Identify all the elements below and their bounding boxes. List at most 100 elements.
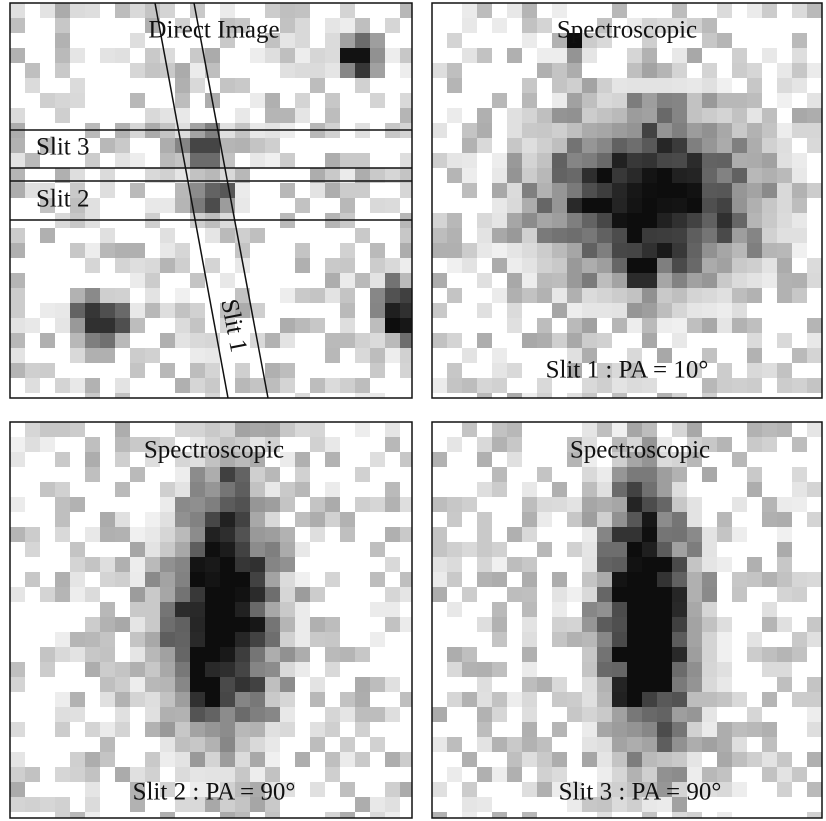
image-pixel (190, 303, 205, 318)
image-pixel (762, 752, 777, 767)
image-pixel (175, 677, 190, 692)
image-pixel (400, 752, 412, 767)
image-pixel (657, 123, 672, 138)
image-pixel (807, 123, 822, 138)
image-pixel (537, 677, 552, 692)
image-pixel (250, 422, 265, 437)
image-pixel (385, 617, 400, 632)
image-pixel (477, 707, 492, 722)
image-pixel (717, 33, 732, 48)
image-pixel (582, 692, 597, 707)
image-pixel (220, 647, 235, 662)
image-pixel (582, 722, 597, 737)
image-pixel (507, 288, 522, 303)
image-pixel (370, 33, 385, 48)
image-pixel (40, 587, 55, 602)
image-pixel (702, 153, 717, 168)
image-pixel (777, 617, 792, 632)
image-pixel (400, 587, 412, 602)
image-pixel (747, 752, 762, 767)
image-pixel (627, 722, 642, 737)
image-pixel (10, 587, 25, 602)
image-pixel (732, 497, 747, 512)
image-pixel (747, 213, 762, 228)
image-pixel (807, 93, 822, 108)
image-pixel (175, 467, 190, 482)
image-pixel (432, 527, 447, 542)
image-pixel (175, 737, 190, 752)
image-pixel (567, 123, 582, 138)
image-pixel (400, 617, 412, 632)
image-pixel (477, 303, 492, 318)
image-pixel (777, 752, 792, 767)
image-pixel (205, 632, 220, 647)
image-pixel (777, 243, 792, 258)
image-pixel (612, 138, 627, 153)
image-pixel (552, 587, 567, 602)
image-pixel (100, 138, 115, 153)
image-pixel (732, 527, 747, 542)
image-pixel (657, 692, 672, 707)
image-pixel (55, 48, 70, 63)
image-pixel (40, 422, 55, 437)
image-pixel (235, 617, 250, 632)
image-pixel (777, 228, 792, 243)
image-pixel (400, 497, 412, 512)
image-pixel (492, 692, 507, 707)
image-pixel (717, 512, 732, 527)
image-pixel (492, 737, 507, 752)
image-pixel (792, 587, 807, 602)
image-pixel (100, 512, 115, 527)
image-pixel (792, 482, 807, 497)
image-pixel (522, 198, 537, 213)
image-pixel (792, 123, 807, 138)
image-pixel (582, 108, 597, 123)
image-pixel (295, 467, 310, 482)
image-pixel (385, 782, 400, 797)
image-pixel (807, 333, 822, 348)
image-pixel (325, 812, 340, 818)
image-pixel (160, 243, 175, 258)
image-pixel (477, 138, 492, 153)
image-pixel (295, 512, 310, 527)
image-pixel (462, 422, 477, 437)
image-pixel (145, 632, 160, 647)
image-pixel (552, 572, 567, 587)
image-pixel (265, 692, 280, 707)
image-pixel (10, 797, 25, 812)
image-pixel (250, 512, 265, 527)
image-pixel (477, 767, 492, 782)
image-pixel (582, 482, 597, 497)
image-pixel (432, 782, 447, 797)
image-pixel (85, 752, 100, 767)
image-pixel (732, 378, 747, 393)
image-pixel (687, 213, 702, 228)
image-pixel (702, 587, 717, 602)
image-pixel (235, 497, 250, 512)
image-pixel (762, 198, 777, 213)
image-pixel (732, 123, 747, 138)
image-pixel (220, 228, 235, 243)
image-pixel (220, 677, 235, 692)
image-pixel (612, 497, 627, 512)
image-pixel (205, 138, 220, 153)
image-pixel (220, 78, 235, 93)
image-pixel (370, 797, 385, 812)
image-pixel (235, 542, 250, 557)
image-pixel (507, 228, 522, 243)
image-pixel (190, 752, 205, 767)
image-pixel (792, 437, 807, 452)
image-pixel (432, 123, 447, 138)
image-pixel (507, 737, 522, 752)
image-pixel (657, 108, 672, 123)
image-pixel (627, 497, 642, 512)
image-pixel (235, 512, 250, 527)
image-pixel (717, 318, 732, 333)
image-pixel (597, 228, 612, 243)
image-pixel (10, 48, 25, 63)
image-pixel (582, 168, 597, 183)
image-pixel (597, 722, 612, 737)
image-pixel (432, 812, 447, 818)
image-pixel (40, 797, 55, 812)
image-pixel (597, 602, 612, 617)
